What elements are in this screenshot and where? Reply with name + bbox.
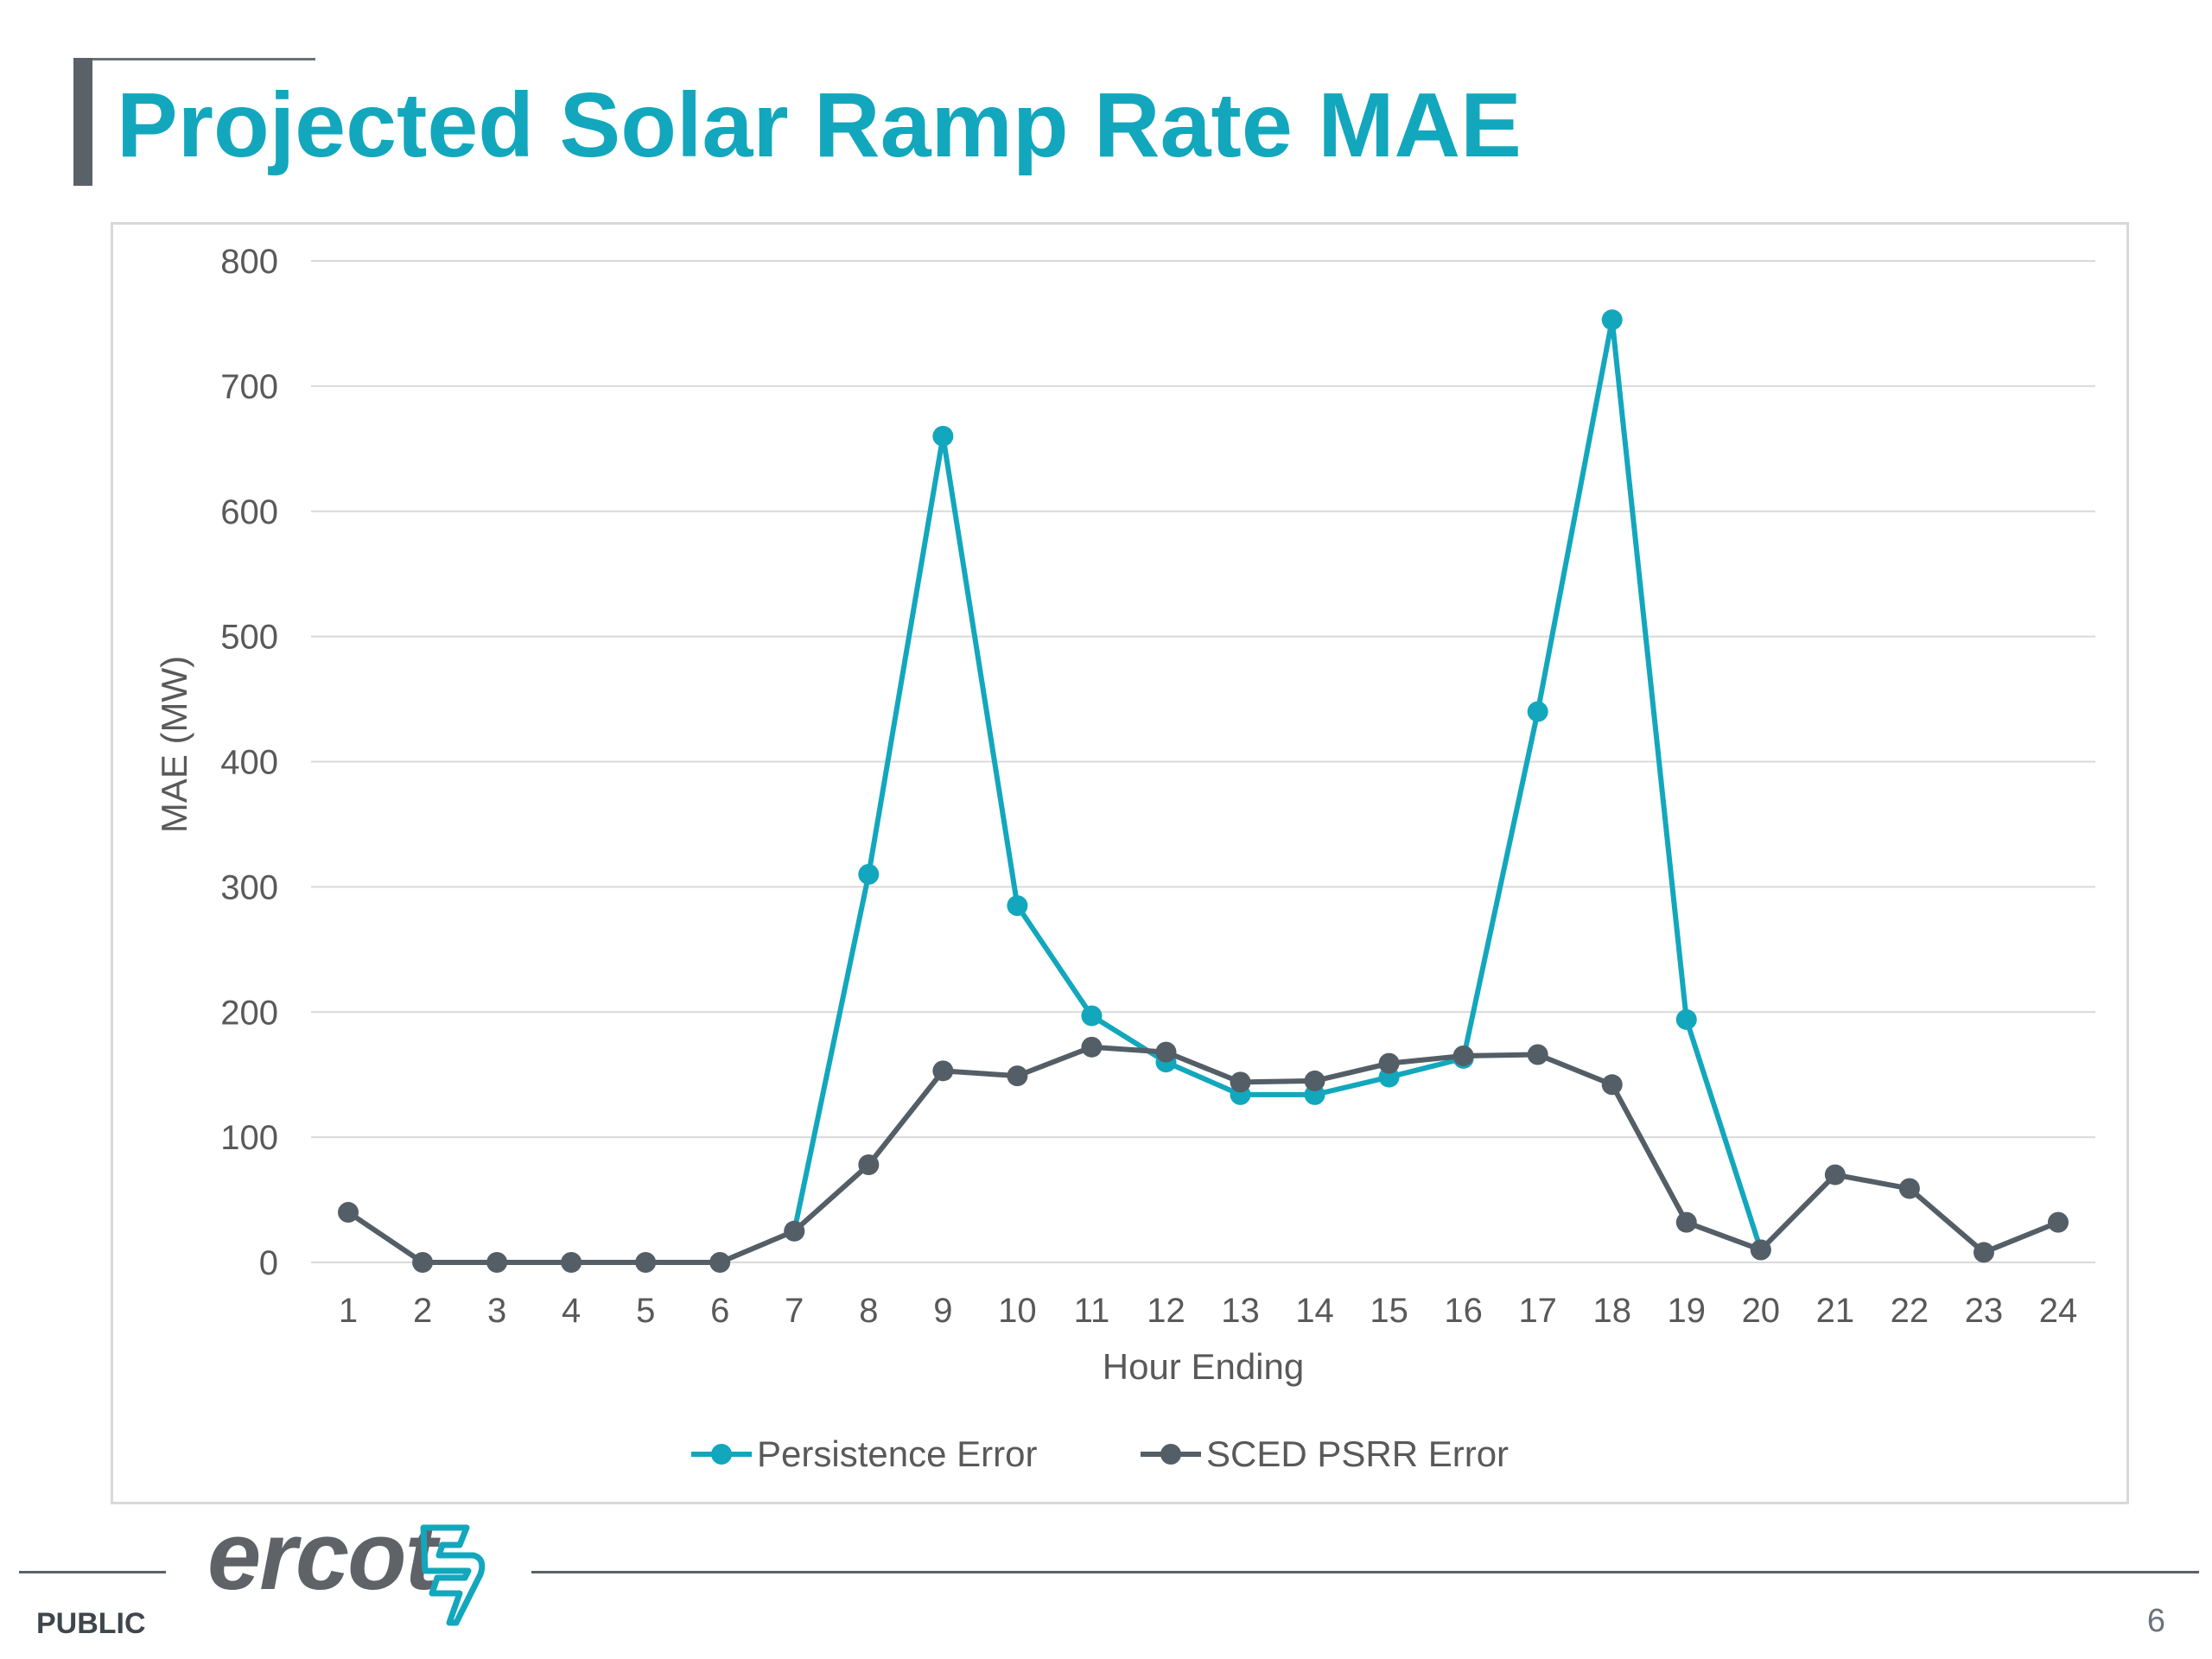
y-tick-label: 600 (220, 493, 278, 531)
y-tick-label: 0 (259, 1244, 278, 1282)
data-point (561, 1252, 582, 1273)
x-tick-label: 20 (1742, 1292, 1781, 1330)
x-tick-label: 1 (339, 1292, 358, 1330)
ercot-logo-text: ercot (207, 1502, 437, 1610)
chart-frame (111, 222, 2129, 1504)
data-point (1304, 1070, 1325, 1091)
footer-line-right (531, 1571, 2199, 1573)
legend-marker (1160, 1444, 1181, 1465)
x-tick-label: 2 (413, 1292, 432, 1330)
ercot-logo-icon (420, 1524, 486, 1626)
data-point (2047, 1211, 2069, 1233)
data-point (1452, 1045, 1474, 1066)
data-point (932, 1060, 954, 1082)
data-point (932, 425, 954, 447)
x-tick-label: 4 (562, 1292, 581, 1330)
x-tick-label: 10 (998, 1292, 1037, 1330)
data-point (858, 1154, 880, 1175)
x-tick-label: 11 (1074, 1292, 1110, 1330)
data-point (486, 1252, 508, 1273)
data-point (1007, 1065, 1028, 1087)
legend-marker (711, 1444, 732, 1465)
page-number: 6 (2146, 1603, 2165, 1639)
x-tick-label: 13 (1221, 1292, 1260, 1330)
data-point (1230, 1071, 1251, 1093)
classification-label: PUBLIC (36, 1607, 146, 1640)
x-tick-label: 12 (1147, 1292, 1185, 1330)
title-accent-bar (73, 58, 92, 186)
x-tick-label: 15 (1370, 1292, 1408, 1330)
data-point (784, 1220, 805, 1242)
data-point (412, 1252, 434, 1273)
x-tick-label: 14 (1295, 1292, 1334, 1330)
x-tick-label: 18 (1592, 1292, 1631, 1330)
y-tick-label: 300 (220, 868, 278, 906)
x-tick-label: 24 (2039, 1292, 2078, 1330)
y-tick-label: 200 (220, 994, 278, 1032)
series-line (346, 1044, 2060, 1265)
data-point (1601, 1074, 1623, 1096)
y-tick-label: 800 (220, 243, 278, 281)
data-point (1601, 309, 1623, 331)
data-point (1007, 895, 1028, 917)
data-point (1155, 1041, 1177, 1063)
y-axis-title: MAE (MW) (154, 656, 194, 833)
x-tick-label: 9 (933, 1292, 952, 1330)
x-tick-label: 21 (1816, 1292, 1855, 1330)
x-tick-label: 22 (1891, 1292, 1929, 1330)
data-point (1898, 1178, 1920, 1199)
legend-label: Persistence Error (757, 1433, 1037, 1474)
data-point (1675, 1008, 1697, 1030)
data-point (1378, 1052, 1400, 1074)
data-point (1527, 1044, 1548, 1065)
data-point (1527, 701, 1548, 722)
data-point (1081, 1005, 1103, 1027)
legend-label: SCED PSRR Error (1206, 1433, 1509, 1474)
data-point (1973, 1242, 1994, 1263)
x-tick-label: 5 (636, 1292, 655, 1330)
title-accent-line (73, 58, 315, 60)
footer-line-left (19, 1571, 166, 1573)
x-axis-title: Hour Ending (1103, 1346, 1304, 1387)
series-line (791, 317, 1764, 1251)
x-tick-label: 19 (1668, 1292, 1707, 1330)
data-point (338, 1202, 359, 1224)
slide-title: Projected Solar Ramp Rate MAE (117, 74, 1522, 176)
x-tick-label: 17 (1518, 1292, 1557, 1330)
x-tick-label: 16 (1444, 1292, 1483, 1330)
x-tick-label: 7 (785, 1292, 804, 1330)
y-tick-label: 400 (220, 744, 278, 782)
data-point (709, 1252, 731, 1273)
data-point (635, 1252, 657, 1273)
data-point (1675, 1211, 1697, 1233)
x-tick-label: 23 (1965, 1292, 2004, 1330)
y-tick-label: 500 (220, 619, 278, 657)
data-point (1824, 1164, 1846, 1185)
x-tick-label: 6 (710, 1292, 729, 1330)
x-tick-label: 8 (859, 1292, 878, 1330)
y-tick-label: 100 (220, 1119, 278, 1157)
y-tick-label: 700 (220, 368, 278, 406)
data-point (1081, 1036, 1103, 1058)
x-tick-label: 3 (487, 1292, 506, 1330)
data-point (858, 863, 880, 885)
data-point (1750, 1239, 1771, 1261)
